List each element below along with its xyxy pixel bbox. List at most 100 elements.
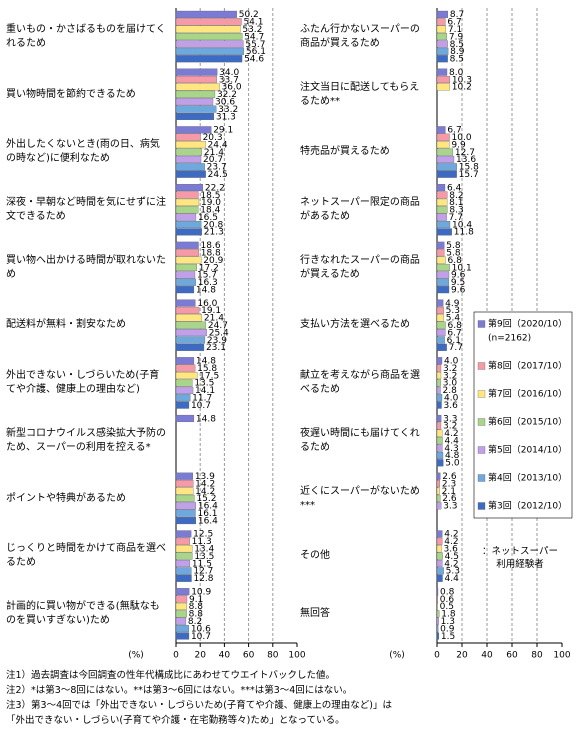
value-label: 0.8 bbox=[440, 587, 455, 597]
bar bbox=[436, 502, 442, 510]
category-label: 深夜・早朝など時間を気にせずに注文できるため bbox=[6, 197, 166, 223]
bar bbox=[436, 55, 448, 63]
value-label: 31.3 bbox=[216, 112, 236, 122]
value-label: 6.1 bbox=[447, 336, 461, 346]
value-label: 24.4 bbox=[208, 140, 228, 150]
bar bbox=[436, 220, 451, 229]
bar bbox=[436, 414, 442, 423]
bar bbox=[436, 379, 441, 387]
category-label: 夜遅い時間にも届けてくれるため bbox=[300, 427, 420, 453]
bar bbox=[436, 133, 450, 141]
bar bbox=[436, 271, 450, 279]
bar bbox=[175, 184, 204, 192]
bar bbox=[436, 329, 446, 337]
bar bbox=[175, 610, 187, 618]
value-label: 8.8 bbox=[189, 610, 204, 620]
bar bbox=[436, 286, 450, 294]
value-label: 8.8 bbox=[189, 602, 204, 612]
x-tick-label: 40 bbox=[481, 651, 493, 661]
bar bbox=[436, 444, 443, 452]
value-label: 53.2 bbox=[242, 25, 262, 35]
value-label: 14.8 bbox=[196, 414, 216, 424]
value-label: 14.8 bbox=[196, 357, 216, 367]
value-label: 18.8 bbox=[201, 248, 221, 258]
bar bbox=[175, 617, 187, 625]
value-label: 30.6 bbox=[215, 97, 235, 107]
value-label: 1.5 bbox=[441, 632, 455, 642]
value-label: 21.3 bbox=[204, 228, 224, 238]
bar bbox=[436, 487, 440, 495]
bar bbox=[175, 537, 190, 545]
bar bbox=[175, 271, 196, 279]
value-label: 23.7 bbox=[207, 163, 227, 173]
value-label: 15.7 bbox=[197, 271, 217, 281]
bar bbox=[436, 184, 446, 192]
value-label: 10.0 bbox=[452, 133, 472, 143]
category-label: 外出できない・しづらいため(子育てや介護、健康上の理由など) bbox=[6, 370, 160, 396]
value-label: 10.9 bbox=[191, 587, 211, 597]
bar bbox=[175, 83, 220, 91]
value-label: 4.0 bbox=[444, 394, 459, 404]
bar bbox=[175, 249, 199, 257]
bar bbox=[436, 567, 444, 575]
bar bbox=[436, 530, 443, 538]
bar bbox=[175, 574, 192, 582]
bar bbox=[436, 545, 442, 553]
value-label: 15.8 bbox=[197, 364, 217, 374]
bar bbox=[175, 213, 197, 221]
bar bbox=[175, 595, 188, 603]
bar bbox=[175, 133, 201, 141]
bar bbox=[436, 480, 441, 488]
value-label: 16.4 bbox=[198, 502, 218, 512]
category-label: 外出したくないとき(雨の日、病気の時など)に便利なため bbox=[6, 139, 160, 165]
bar bbox=[175, 567, 192, 575]
bar bbox=[436, 163, 457, 171]
value-label: 24.5 bbox=[208, 170, 228, 180]
x-tick-label: 80 bbox=[531, 651, 543, 661]
bar bbox=[436, 336, 445, 344]
bar bbox=[175, 126, 212, 134]
bar bbox=[436, 610, 440, 618]
bar bbox=[436, 170, 457, 178]
bar bbox=[436, 25, 447, 33]
value-label: 2.3 bbox=[442, 479, 456, 489]
value-label: 20.7 bbox=[203, 155, 223, 165]
x-tick-label: 60 bbox=[243, 651, 255, 661]
value-label: 2.8 bbox=[443, 386, 458, 396]
value-label: 54.1 bbox=[243, 18, 263, 28]
value-label: 20.3 bbox=[203, 133, 223, 143]
value-label: 24.7 bbox=[208, 321, 228, 331]
value-label: 4.2 bbox=[444, 530, 458, 540]
bar bbox=[175, 632, 190, 640]
bar bbox=[436, 559, 443, 568]
category-label: その他 bbox=[300, 550, 330, 562]
bar bbox=[436, 213, 447, 221]
bar bbox=[436, 241, 445, 249]
legend-swatch bbox=[477, 390, 486, 398]
bar bbox=[436, 437, 443, 445]
value-label: 7.7 bbox=[449, 213, 463, 223]
value-label: 4.2 bbox=[444, 429, 458, 439]
x-tick-label: 60 bbox=[506, 651, 518, 661]
bar bbox=[436, 574, 443, 582]
category-label: 近くにスーパーがないため*** bbox=[300, 485, 420, 511]
legend-label: 第3回（2012/10） bbox=[488, 500, 567, 512]
value-label: 10.2 bbox=[452, 83, 472, 93]
value-label: 4.4 bbox=[445, 574, 460, 584]
value-label: 14.8 bbox=[196, 285, 216, 295]
value-label: 36.0 bbox=[222, 83, 242, 93]
value-label: 9.5 bbox=[451, 278, 465, 288]
value-label: 3.3 bbox=[443, 414, 457, 424]
bar bbox=[436, 451, 444, 459]
bar bbox=[436, 632, 440, 640]
value-label: 12.8 bbox=[193, 574, 213, 584]
bar bbox=[436, 588, 439, 596]
legend-swatch bbox=[477, 446, 486, 454]
value-label: 6.8 bbox=[448, 256, 463, 266]
value-label: 12.7 bbox=[455, 148, 475, 158]
bar bbox=[175, 509, 196, 517]
value-label: 16.0 bbox=[197, 299, 217, 309]
value-label: 23.1 bbox=[206, 343, 226, 353]
legend-swatch bbox=[477, 320, 486, 328]
